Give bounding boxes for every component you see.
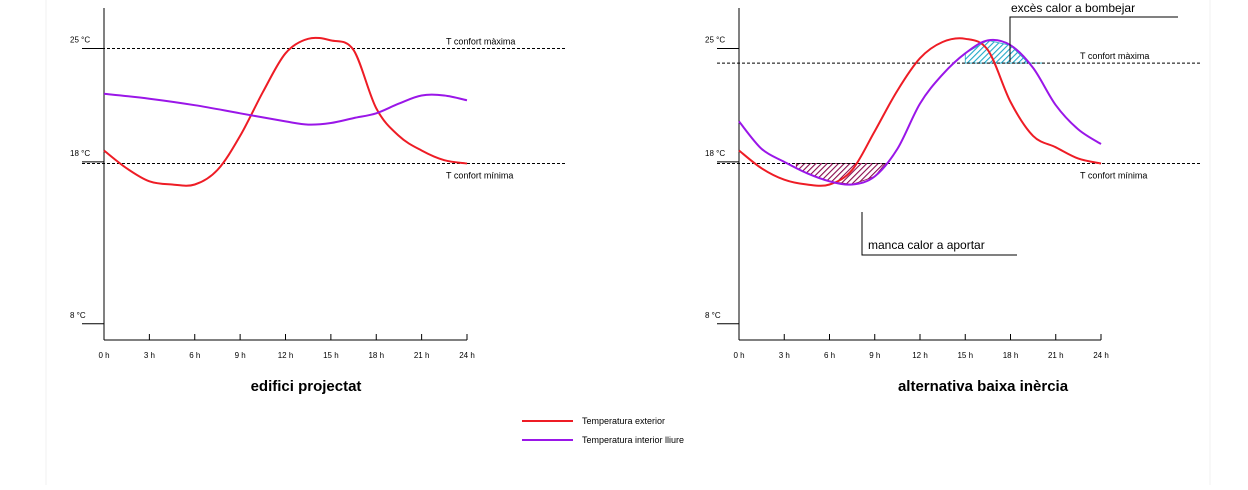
x-tick-label: 0 h bbox=[98, 351, 109, 360]
x-tick-label: 9 h bbox=[869, 351, 880, 360]
x-tick-label: 12 h bbox=[278, 351, 294, 360]
y-tick-label: 25 °C bbox=[705, 35, 725, 44]
ref-label-confort-maxima: T confort màxima bbox=[1080, 51, 1149, 61]
x-tick-label: 0 h bbox=[733, 351, 744, 360]
x-tick-label: 21 h bbox=[1048, 351, 1064, 360]
x-tick-label: 12 h bbox=[912, 351, 928, 360]
y-tick-label: 8 °C bbox=[705, 311, 721, 320]
annotation-leader-excess bbox=[1009, 16, 1178, 62]
x-tick-label: 18 h bbox=[368, 351, 384, 360]
y-tick-label: 8 °C bbox=[70, 311, 86, 320]
ref-label-confort-minima: T confort mínima bbox=[1080, 170, 1147, 180]
ref-label-confort-minima: T confort mínima bbox=[446, 170, 513, 180]
legend-item-exterior: Temperatura exterior bbox=[522, 416, 665, 426]
series-line-interior bbox=[103, 92, 468, 126]
x-tick-label: 24 h bbox=[459, 351, 475, 360]
annotation-excess: excès calor a bombejar bbox=[1011, 1, 1135, 15]
hatch-excess-area bbox=[964, 39, 1044, 64]
series-line-exterior bbox=[738, 37, 1102, 187]
ref-label-confort-maxima: T confort màxima bbox=[446, 36, 515, 46]
x-tick-label: 18 h bbox=[1003, 351, 1019, 360]
annotation-deficit: manca calor a aportar bbox=[868, 238, 985, 252]
x-tick-label: 6 h bbox=[189, 351, 200, 360]
x-tick-label: 3 h bbox=[779, 351, 790, 360]
chart-title: alternativa baixa inèrcia bbox=[898, 378, 1069, 395]
chart-alternativa-baixa-inercia: alternativa baixa inèrcia 8 °C 18 °C 25 °C… bbox=[705, 1, 1201, 395]
x-tick-label: 6 h bbox=[824, 351, 835, 360]
y-tick-label: 25 °C bbox=[70, 35, 90, 44]
chart-edifici-projectat: edifici projectat 8 °C 18 °C 25 °C 0 h 3 h 6 … bbox=[70, 8, 566, 395]
x-tick-label: 15 h bbox=[323, 351, 339, 360]
annotation-leader-deficit bbox=[861, 212, 1017, 256]
legend-item-interior: Temperatura interior lliure bbox=[522, 435, 684, 445]
x-tick-label: 9 h bbox=[235, 351, 246, 360]
y-tick-label: 18 °C bbox=[70, 149, 90, 158]
chart-title: edifici projectat bbox=[251, 378, 362, 395]
legend-label-exterior: Temperatura exterior bbox=[582, 416, 665, 426]
legend: Temperatura exterior Temperatura interio… bbox=[522, 416, 684, 445]
legend-label-interior: Temperatura interior lliure bbox=[582, 435, 684, 445]
x-tick-label: 15 h bbox=[957, 351, 973, 360]
y-tick-label: 18 °C bbox=[705, 149, 725, 158]
x-tick-label: 3 h bbox=[144, 351, 155, 360]
x-tick-label: 24 h bbox=[1093, 351, 1109, 360]
series-line-interior bbox=[738, 38, 1102, 186]
series-line-exterior bbox=[103, 36, 468, 187]
x-tick-label: 21 h bbox=[414, 351, 430, 360]
